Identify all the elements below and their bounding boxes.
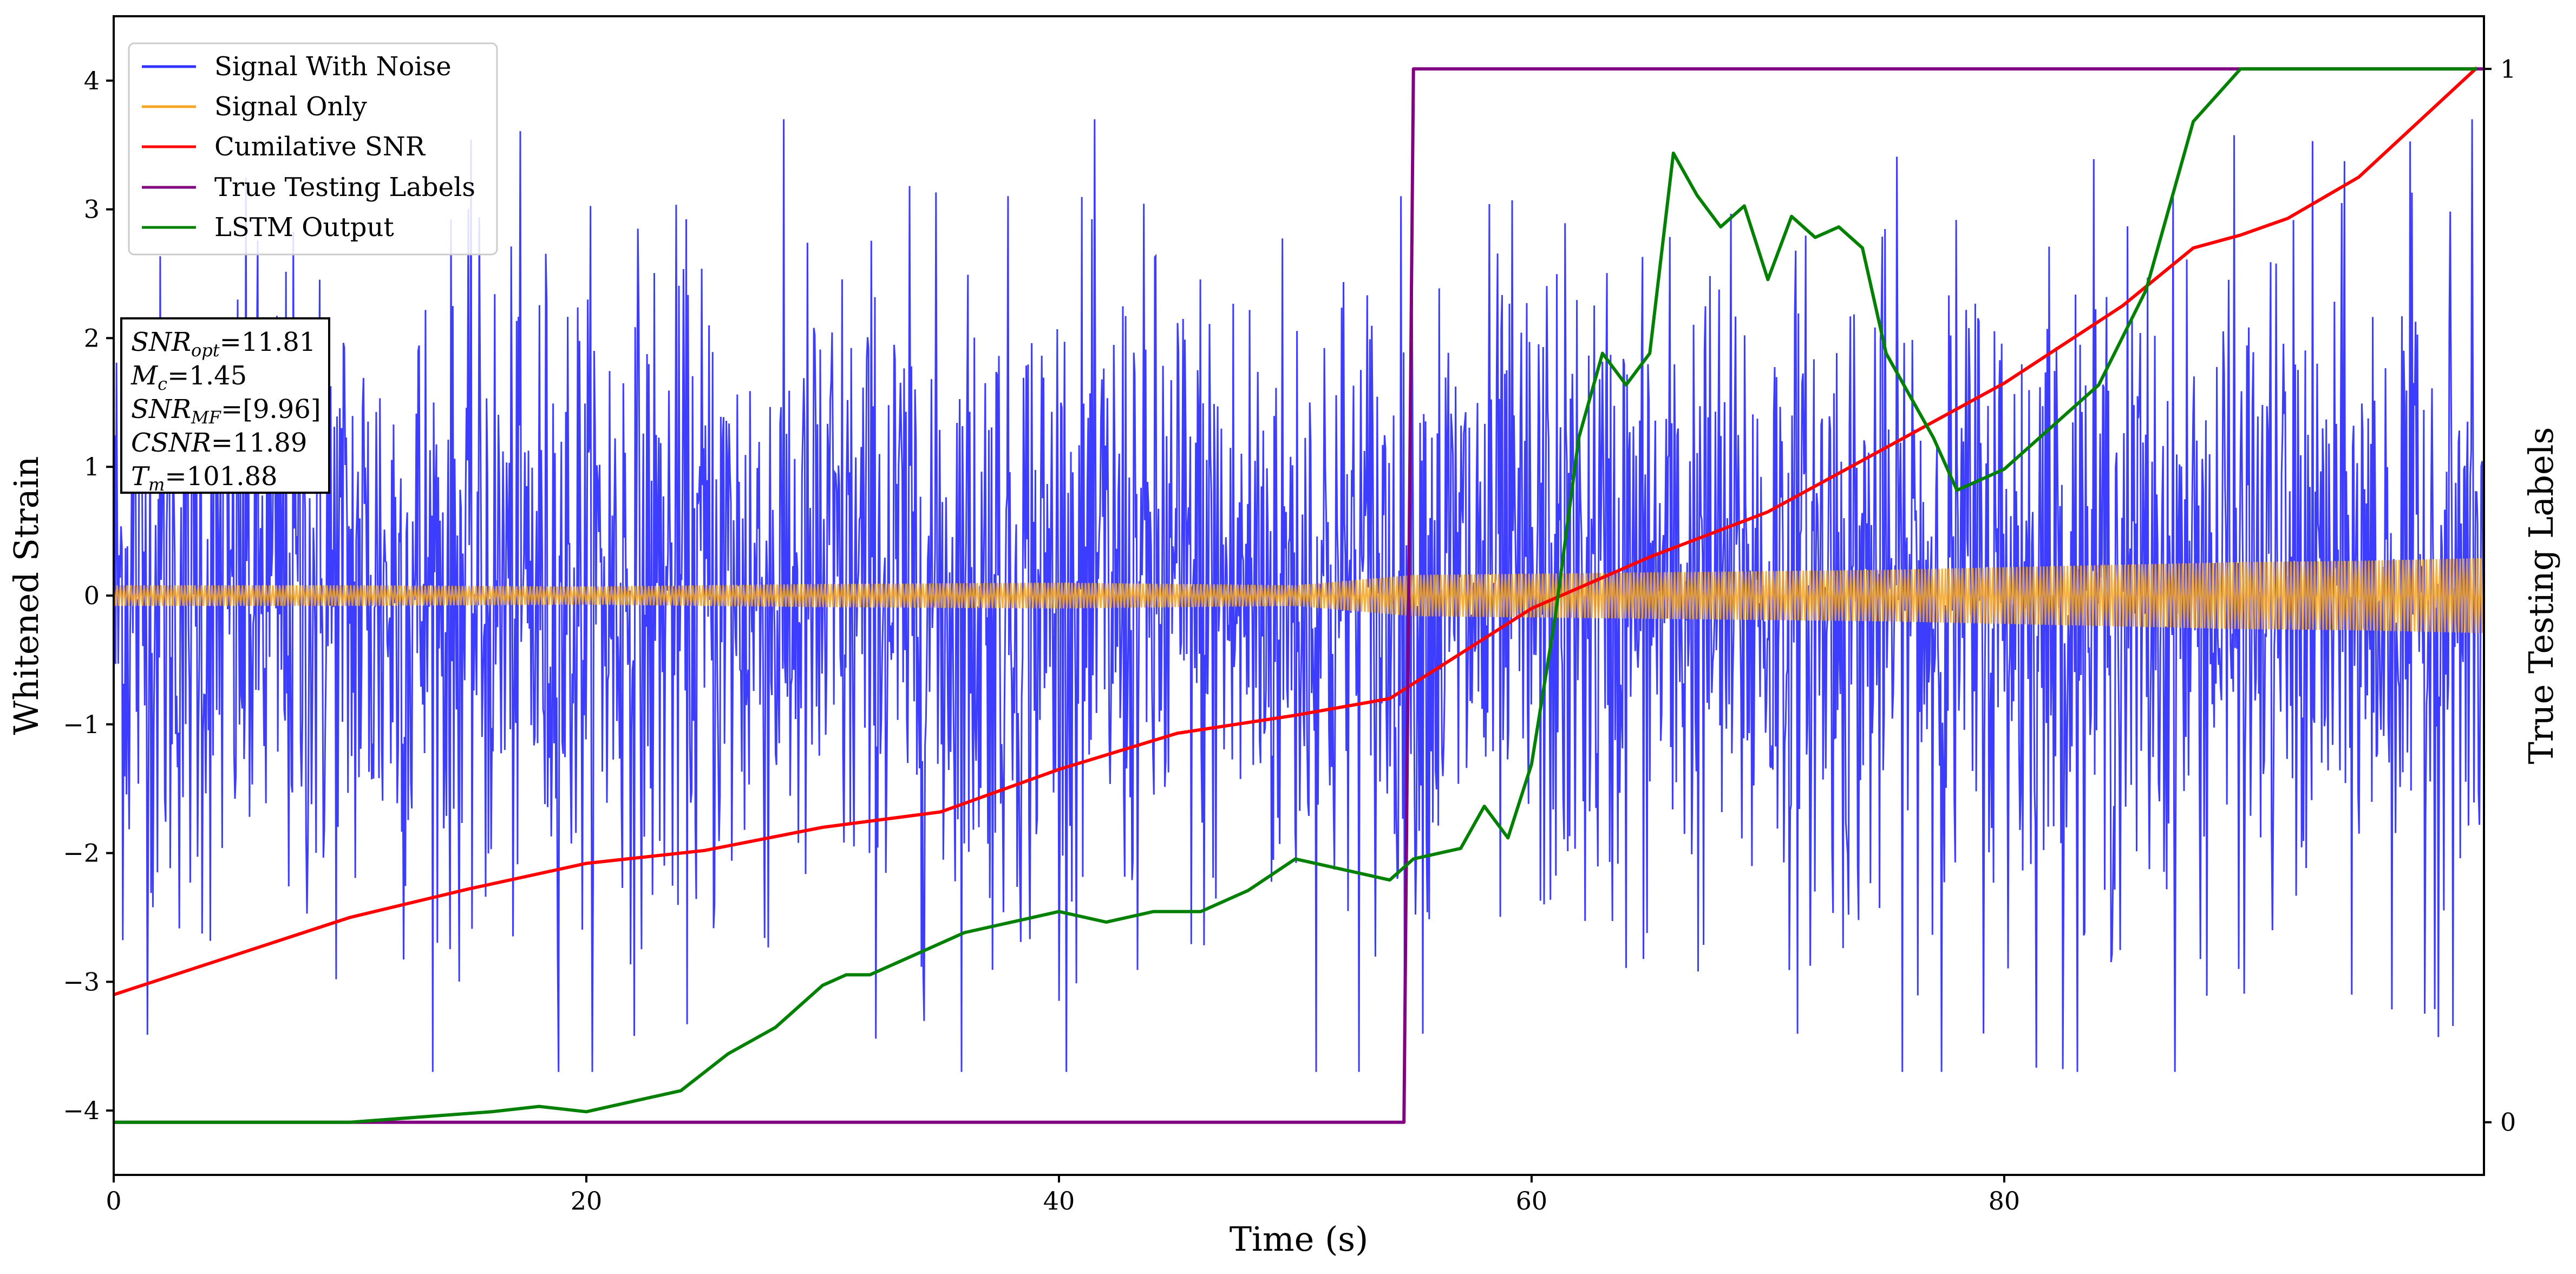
annotation-box: SNRopt=11.81 Mc=1.45 SNRMF=[9.96] CSNR=1… — [120, 317, 330, 495]
series-cumilative-snr — [114, 66, 2478, 996]
annotation-snr-opt: SNRopt=11.81 — [131, 327, 316, 361]
series-lstm-output — [114, 67, 2477, 1124]
y-tick-label: 2 — [84, 323, 100, 352]
y-tick-label: 1 — [84, 452, 100, 481]
x-tick-label: 0 — [106, 1186, 121, 1216]
plot-area — [114, 66, 2484, 1124]
y2-tick-label: 0 — [2500, 1108, 2516, 1137]
x-tick-label: 40 — [1043, 1186, 1075, 1216]
y-tick-label: 3 — [84, 195, 100, 224]
x-tick-label: 80 — [1989, 1186, 2021, 1216]
y-tick-label: −3 — [63, 967, 100, 996]
series-signal-with-noise — [114, 119, 2484, 1072]
legend: Signal With Noise Signal Only Cumilative… — [128, 42, 498, 256]
x-tick-label: 60 — [1516, 1186, 1548, 1216]
y-tick-label: −2 — [63, 839, 100, 868]
y2-axis-title: True Testing Labels — [2521, 427, 2561, 765]
annotation-csnr: CSNR=11.89 — [131, 428, 307, 458]
legend-label-signal-only: Signal Only — [214, 92, 367, 122]
legend-label-signal-with-noise: Signal With Noise — [214, 51, 452, 82]
annotation-frame — [120, 317, 330, 494]
annotation-tm: Tm=101.88 — [131, 461, 278, 495]
series-signal-only — [114, 558, 2484, 633]
annotation-mc: Mc=1.45 — [130, 361, 247, 394]
y-tick-label: 4 — [84, 66, 100, 95]
y-tick-label: −4 — [63, 1096, 100, 1125]
legend-label-true-testing-labels: True Testing Labels — [214, 172, 475, 202]
x-axis-title: Time (s) — [1230, 1219, 1369, 1259]
series-true-testing-labels — [114, 67, 2484, 1124]
legend-label-lstm-output: LSTM Output — [214, 212, 394, 243]
y-axis-title: Whitened Strain — [6, 456, 46, 735]
x-tick-label: 20 — [571, 1186, 603, 1216]
legend-frame — [128, 42, 498, 256]
annotation-snr-mf: SNRMF=[9.96] — [131, 394, 321, 428]
y-tick-label: −1 — [63, 710, 100, 739]
y-tick-label: 0 — [84, 581, 100, 610]
legend-label-cumilative-snr: Cumilative SNR — [214, 132, 426, 162]
y2-tick-label: 1 — [2500, 54, 2516, 83]
